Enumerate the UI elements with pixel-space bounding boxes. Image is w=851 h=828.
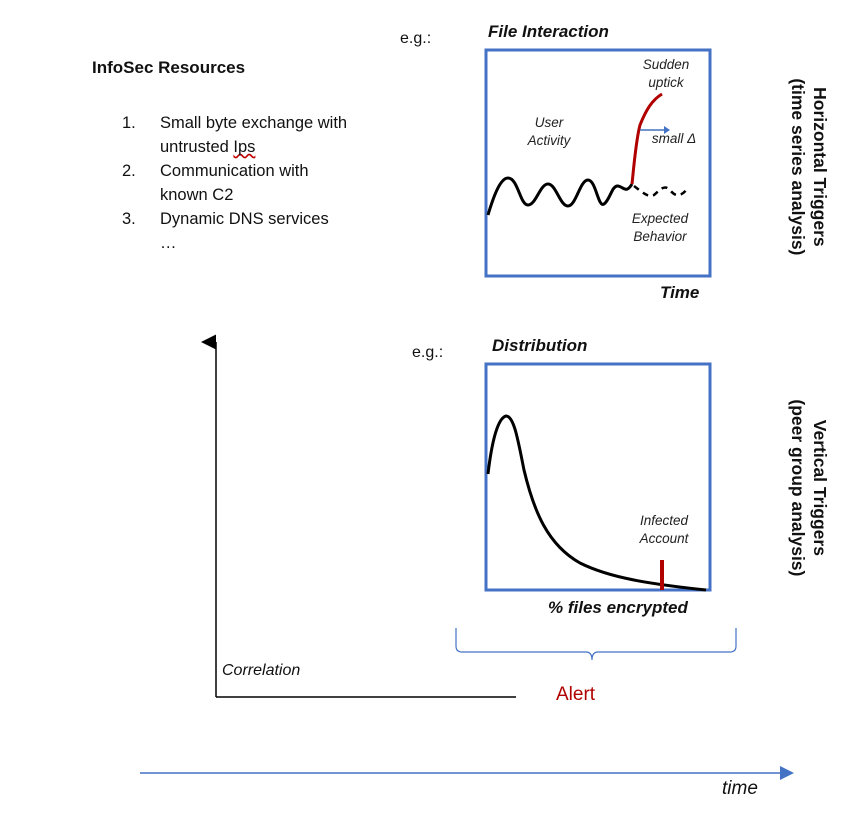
user-activity-curve — [486, 176, 634, 216]
file-interaction-panel — [484, 48, 712, 278]
vertical-triggers-label: Vertical Triggers (peer group analysis) — [788, 399, 830, 577]
list-item: … — [160, 233, 177, 252]
example-label-top: e.g.: — [400, 30, 432, 47]
time-label: time — [722, 778, 758, 799]
percent-files-encrypted-label: % files encrypted — [548, 598, 688, 617]
distribution-curve — [486, 414, 707, 592]
time-axis-label: Time — [660, 283, 700, 302]
expected-behavior-label: Expected Behavior — [631, 211, 689, 245]
list-item: 1. Small byte exchange with untrusted Ip… — [122, 114, 348, 156]
distribution-panel — [484, 362, 712, 592]
infected-account-label: Infected Account — [639, 513, 689, 547]
sudden-uptick-curve — [630, 92, 663, 185]
alert-brace — [455, 628, 737, 661]
sudden-uptick-label: Sudden uptick — [642, 57, 690, 91]
alert-label: Alert — [556, 684, 596, 705]
list-item: 3. Dynamic DNS services — [122, 209, 329, 228]
list-item: 2. Communication with known C2 — [122, 161, 309, 204]
expected-behavior-curve — [633, 185, 689, 197]
example-label-bottom: e.g.: — [412, 344, 444, 361]
correlation-label: Correlation — [222, 662, 301, 679]
small-delta-label: small Δ — [651, 131, 697, 146]
file-interaction-title: File Interaction — [488, 22, 609, 41]
infosec-title: InfoSec Resources — [92, 58, 246, 77]
distribution-title: Distribution — [492, 336, 588, 355]
horizontal-triggers-label: Horizontal Triggers (time series analysi… — [788, 78, 830, 256]
user-activity-label: User Activity — [527, 115, 571, 149]
infosec-list: 1. Small byte exchange with untrusted Ip… — [122, 112, 360, 256]
